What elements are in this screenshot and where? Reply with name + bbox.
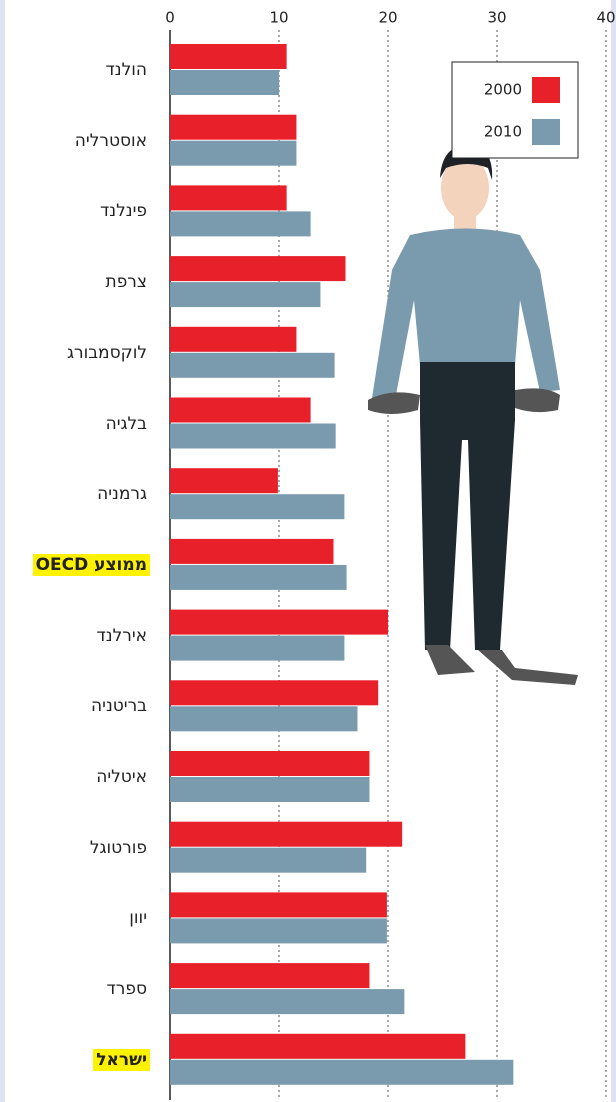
bar [170, 468, 278, 494]
y-tick-label: בלגיה [105, 413, 147, 434]
x-tick-label: 20 [378, 9, 397, 27]
legend-swatch [532, 77, 560, 103]
bar [170, 494, 345, 520]
x-tick-label: 10 [269, 9, 288, 27]
y-tick-label: ישראל [93, 1048, 150, 1071]
y-tick-label: אוסטרליה [74, 130, 147, 151]
bar [170, 706, 358, 732]
bar [170, 423, 336, 449]
bar [170, 70, 279, 95]
y-tick-label: אירלנד [96, 625, 147, 646]
x-tick-label: 30 [487, 9, 506, 27]
x-tick-label: 0 [165, 9, 175, 27]
bar [170, 282, 321, 308]
y-tick-label: פורטוגל [89, 837, 147, 858]
bar [170, 635, 345, 661]
bar [170, 918, 387, 944]
frame [611, 0, 616, 1102]
bar [170, 892, 387, 918]
y-tick-label: לוקסמבורג [67, 342, 147, 363]
bar [170, 326, 297, 352]
y-tick-label: הולנד [105, 60, 148, 80]
x-tick-label: 40 [596, 9, 615, 27]
y-tick-label: פינלנד [100, 201, 147, 222]
bar [170, 751, 370, 776]
bar [170, 352, 335, 378]
bar [170, 821, 403, 847]
bar [170, 538, 334, 564]
y-tick-label: יוון [129, 908, 147, 929]
y-tick-label: צרפת [105, 272, 147, 293]
legend-label: 2000 [484, 81, 522, 99]
bar [170, 397, 311, 423]
bar [170, 1033, 466, 1059]
bar [170, 963, 370, 989]
bar [170, 1059, 514, 1085]
legend-label: 2010 [484, 123, 522, 141]
bar [170, 609, 388, 635]
bar [170, 211, 311, 237]
bar [170, 680, 379, 706]
bar [170, 777, 370, 802]
y-tick-label: גרמניה [97, 484, 147, 505]
bar [170, 847, 367, 873]
bar [170, 185, 287, 211]
y-tick-label: איטליה [96, 767, 147, 787]
man-illustration [368, 145, 578, 685]
bar [170, 256, 346, 282]
frame [0, 0, 5, 1102]
bar [170, 564, 347, 590]
bar [170, 44, 287, 69]
y-tick-label: בריטניה [91, 696, 147, 717]
legend-swatch [532, 119, 560, 145]
bar [170, 140, 297, 166]
y-tick-label: ספרד [106, 979, 147, 1000]
bar [170, 114, 297, 140]
y-tick-label: ממוצע OECD [32, 553, 150, 576]
bar [170, 989, 405, 1015]
